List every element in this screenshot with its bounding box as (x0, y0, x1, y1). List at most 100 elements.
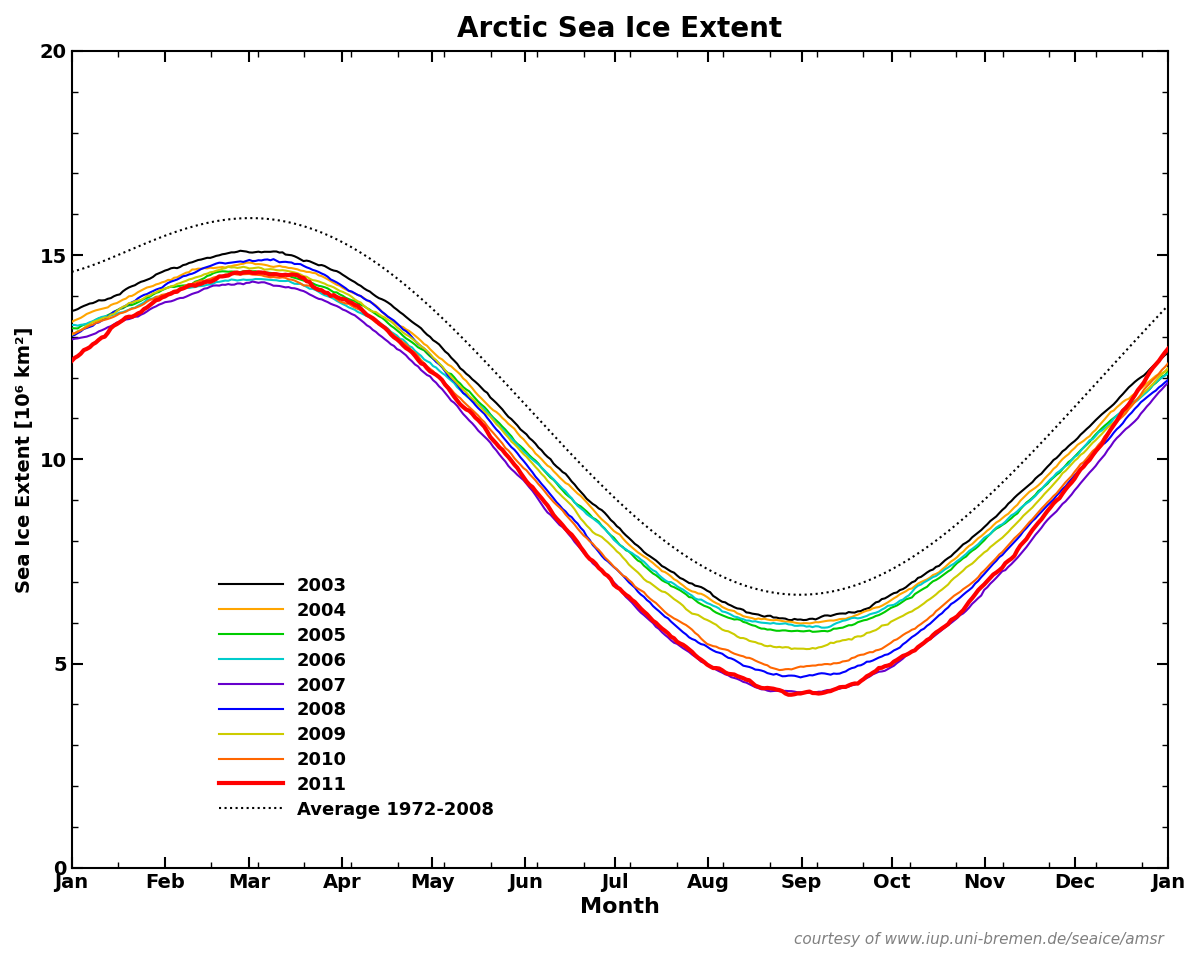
2011 (299, 276, 313, 287)
Average 1972-2008 (504, 383, 518, 395)
2008 (266, 254, 281, 265)
2009 (504, 435, 518, 447)
2010 (368, 317, 383, 329)
2006 (1160, 368, 1175, 380)
2010 (299, 280, 313, 291)
Average 1972-2008 (1116, 349, 1130, 360)
2007 (1116, 427, 1130, 438)
2006 (504, 432, 518, 444)
2008 (793, 672, 808, 683)
2008 (1116, 417, 1130, 429)
2006 (1116, 404, 1130, 415)
2006 (248, 273, 263, 284)
2011 (368, 315, 383, 327)
2011 (781, 689, 796, 701)
Average 1972-2008 (1160, 300, 1175, 311)
2004 (504, 421, 518, 432)
2003 (1010, 489, 1025, 501)
2003 (299, 255, 313, 266)
Average 1972-2008 (510, 390, 524, 402)
2010 (65, 328, 79, 339)
2003 (510, 420, 524, 431)
2007 (799, 687, 814, 699)
2005 (805, 626, 820, 637)
2010 (773, 664, 787, 676)
Title: Arctic Sea Ice Extent: Arctic Sea Ice Extent (457, 15, 782, 43)
2007 (299, 286, 313, 298)
2008 (504, 441, 518, 453)
Line: 2004: 2004 (72, 262, 1168, 624)
2009 (799, 643, 814, 654)
2010 (510, 456, 524, 467)
Line: 2005: 2005 (72, 271, 1168, 631)
2005 (510, 438, 524, 450)
Line: Average 1972-2008: Average 1972-2008 (72, 218, 1168, 595)
2005 (504, 431, 518, 442)
2006 (817, 622, 832, 633)
Average 1972-2008 (65, 266, 79, 278)
2004 (510, 428, 524, 439)
2009 (368, 307, 383, 318)
2010 (1160, 357, 1175, 369)
2003 (1116, 388, 1130, 400)
Line: 2010: 2010 (72, 274, 1168, 670)
Line: 2009: 2009 (72, 267, 1168, 649)
Line: 2003: 2003 (72, 251, 1168, 620)
Legend: 2003, 2004, 2005, 2006, 2007, 2008, 2009, 2010, 2011, Average 1972-2008: 2003, 2004, 2005, 2006, 2007, 2008, 2009… (212, 570, 502, 826)
2006 (1010, 505, 1025, 517)
2004 (1010, 499, 1025, 510)
Line: 2007: 2007 (72, 282, 1168, 693)
2003 (1160, 347, 1175, 358)
2011 (510, 462, 524, 474)
2004 (368, 300, 383, 311)
2007 (368, 326, 383, 337)
Average 1972-2008 (1010, 462, 1025, 474)
2004 (299, 266, 313, 278)
2011 (1160, 343, 1175, 355)
2011 (242, 266, 257, 278)
2009 (510, 441, 524, 453)
2006 (299, 281, 313, 292)
2008 (1160, 375, 1175, 386)
Average 1972-2008 (368, 257, 383, 268)
2010 (1010, 530, 1025, 541)
2008 (1010, 533, 1025, 545)
Y-axis label: Sea Ice Extent [10⁶ km²]: Sea Ice Extent [10⁶ km²] (16, 326, 34, 593)
2003 (65, 306, 79, 317)
2005 (1160, 366, 1175, 378)
2009 (1160, 362, 1175, 374)
2005 (242, 265, 257, 277)
Average 1972-2008 (299, 221, 313, 233)
2007 (65, 333, 79, 345)
2007 (1160, 377, 1175, 388)
2004 (1116, 396, 1130, 407)
Line: 2006: 2006 (72, 279, 1168, 628)
2008 (65, 330, 79, 341)
2003 (785, 614, 799, 626)
2011 (65, 356, 79, 367)
2009 (1116, 407, 1130, 419)
2006 (65, 319, 79, 331)
Text: courtesy of www.iup.uni-bremen.de/seaice/amsr: courtesy of www.iup.uni-bremen.de/seaice… (794, 931, 1164, 947)
2010 (1116, 410, 1130, 422)
2006 (510, 439, 524, 451)
2007 (245, 276, 259, 287)
2011 (1010, 544, 1025, 555)
2005 (368, 308, 383, 320)
Line: 2011: 2011 (72, 272, 1168, 695)
Line: 2008: 2008 (72, 259, 1168, 678)
2005 (1116, 406, 1130, 417)
2011 (504, 455, 518, 466)
2005 (1010, 507, 1025, 519)
2009 (65, 329, 79, 340)
2008 (368, 301, 383, 312)
2006 (368, 316, 383, 328)
2003 (504, 413, 518, 425)
2005 (65, 323, 79, 334)
2004 (1160, 363, 1175, 375)
2007 (510, 469, 524, 480)
2007 (1010, 552, 1025, 563)
2010 (224, 268, 239, 280)
2004 (65, 316, 79, 328)
2009 (221, 261, 235, 273)
